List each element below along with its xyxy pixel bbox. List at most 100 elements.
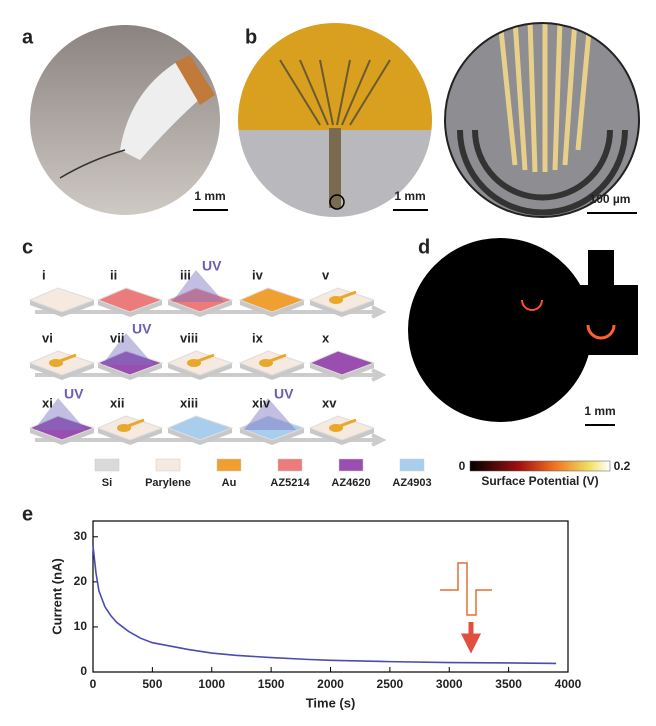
y-tick-label: 0	[80, 664, 87, 678]
colorbar-title: Surface Potential (V)	[481, 474, 598, 488]
scale-label: 1 mm	[194, 189, 225, 203]
tile-top	[238, 415, 306, 441]
y-tick-label: 10	[74, 619, 88, 633]
colorbar	[469, 460, 611, 472]
tile-base	[98, 300, 162, 317]
photo-b-zoom	[445, 23, 639, 217]
trace	[127, 418, 145, 428]
legend-swatch	[399, 458, 425, 472]
tile-base	[310, 428, 374, 445]
trace	[339, 290, 357, 300]
legend-label: Si	[102, 477, 112, 489]
step-label: iv	[252, 267, 264, 282]
x-tick-label: 2500	[377, 677, 404, 691]
uv-label: UV	[274, 386, 294, 402]
scale-label: 100 µm	[590, 192, 631, 206]
trace	[269, 353, 287, 363]
tile-base	[310, 363, 374, 380]
trace	[197, 353, 215, 363]
tile-base	[30, 363, 94, 380]
legend-swatch	[338, 458, 364, 472]
electrode	[329, 296, 343, 304]
step-label: xiv	[252, 395, 271, 410]
uv-cone	[172, 270, 224, 302]
tile-top	[238, 287, 306, 313]
x-tick-label: 1000	[198, 677, 225, 691]
scale-label: 1 mm	[584, 404, 615, 418]
tile-top	[166, 287, 234, 313]
legend-label: AZ4903	[392, 477, 431, 489]
tile-base	[310, 300, 374, 317]
uv-cone	[34, 398, 86, 430]
legend-label: Au	[222, 477, 237, 489]
electrode	[187, 359, 201, 367]
y-tick-label: 20	[74, 574, 88, 588]
uv-label: UV	[132, 321, 152, 337]
waveform-inset	[440, 562, 492, 616]
step-label: vii	[110, 330, 124, 345]
colorbar-max: 0.2	[614, 459, 631, 473]
legend-label: AZ4620	[331, 477, 370, 489]
legend-swatch	[155, 458, 181, 472]
step-label: xv	[322, 395, 337, 410]
y-axis-title: Current (nA)	[49, 558, 64, 635]
panel-label: e	[22, 503, 33, 525]
legend-swatch	[94, 458, 120, 472]
tile-top	[96, 287, 164, 313]
tile-top	[28, 287, 96, 313]
tile-top	[166, 415, 234, 441]
trace	[339, 418, 357, 428]
x-tick-label: 2000	[317, 677, 344, 691]
x-tick-label: 4000	[555, 677, 582, 691]
tile-base	[168, 428, 232, 445]
tile-base	[168, 363, 232, 380]
arrow	[460, 622, 482, 654]
legend-swatch	[277, 458, 303, 472]
electrode	[329, 424, 343, 432]
tile-base	[240, 363, 304, 380]
step-label: v	[322, 267, 330, 282]
step-label: vi	[42, 330, 53, 345]
electrode	[49, 359, 63, 367]
x-axis-title: Time (s)	[306, 695, 356, 710]
uv-cone	[102, 333, 154, 365]
data-line	[92, 545, 557, 665]
step-label: ii	[110, 267, 117, 282]
x-tick-label: 3000	[436, 677, 463, 691]
tile-top	[96, 350, 164, 376]
step-label: viii	[180, 330, 198, 345]
uv-label: UV	[64, 386, 84, 402]
trace	[59, 353, 77, 363]
electrode	[259, 359, 273, 367]
simulation-d	[408, 238, 638, 422]
tile-top	[308, 350, 376, 376]
tile-base	[30, 300, 94, 317]
step-label: ix	[252, 330, 264, 345]
step-label: xiii	[180, 395, 198, 410]
uv-cone	[244, 398, 296, 430]
step-label: xi	[42, 395, 53, 410]
plot-frame	[92, 520, 569, 673]
panel-label: a	[22, 26, 34, 48]
tile-top	[28, 415, 96, 441]
tile-base	[168, 300, 232, 317]
step-label: iii	[180, 267, 191, 282]
step-label: xii	[110, 395, 124, 410]
step-label: i	[42, 267, 46, 282]
tile-base	[98, 363, 162, 380]
panel-label: d	[418, 236, 430, 258]
y-tick-label: 30	[74, 529, 88, 543]
x-tick-label: 1500	[258, 677, 285, 691]
x-tick-label: 3500	[495, 677, 522, 691]
colorbar-min: 0	[459, 459, 466, 473]
tile-base	[240, 300, 304, 317]
chart-e: 0 500 1000 1500 2000 2500 3000 3500 4000 0 10 20 30 T…	[49, 520, 582, 710]
x-tick-label: 0	[90, 677, 97, 691]
tile-base	[98, 428, 162, 445]
tile-base	[30, 428, 94, 445]
electrode	[117, 424, 131, 432]
step-label: x	[322, 330, 330, 345]
photo-a	[30, 25, 220, 215]
